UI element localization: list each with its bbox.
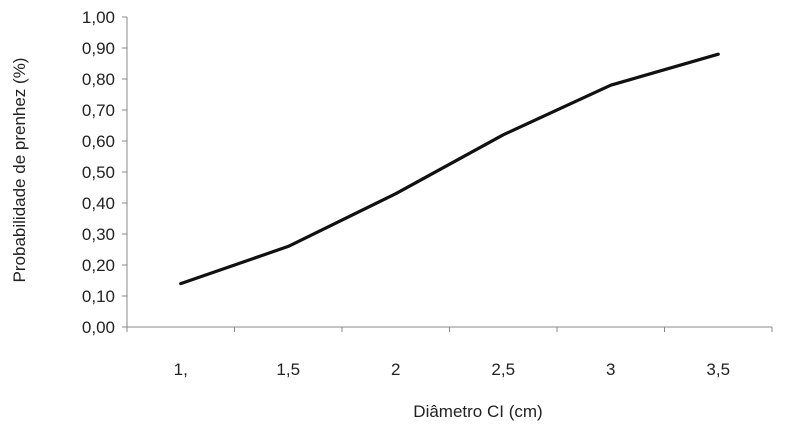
y-tick-label: 1,00 [82,8,115,27]
x-tick-label: 2,5 [491,360,515,379]
x-tick-label: 1,5 [276,360,300,379]
y-tick-label: 0,20 [82,256,115,275]
x-tick-label: 1, [174,360,188,379]
x-tick-label: 3,5 [706,360,730,379]
axes [122,16,773,332]
x-tick-labels: 1, 1,5 2 2,5 3 3,5 [174,360,730,379]
y-tick-label: 0,70 [82,101,115,120]
y-tick-label: 0,80 [82,70,115,89]
y-tick-label: 0,90 [82,39,115,58]
y-axis-title: Probabilidade de prenhez (%) [10,58,29,283]
series-group [179,52,720,286]
y-tick-label: 0,00 [82,318,115,337]
y-tick-label: 0,30 [82,225,115,244]
y-tick-label: 0,40 [82,194,115,213]
x-axis-title: Diâmetro CI (cm) [413,402,542,421]
y-tick-label: 0,60 [82,132,115,151]
x-tick-label: 3 [606,360,615,379]
series-line [179,52,720,286]
y-tick-labels: 0,00 0,10 0,20 0,30 0,40 0,50 0,60 0,70 0,80 0,90… [82,8,115,337]
y-tick-label: 0,50 [82,163,115,182]
y-tick-label: 0,10 [82,287,115,306]
x-tick-label: 2 [391,360,400,379]
